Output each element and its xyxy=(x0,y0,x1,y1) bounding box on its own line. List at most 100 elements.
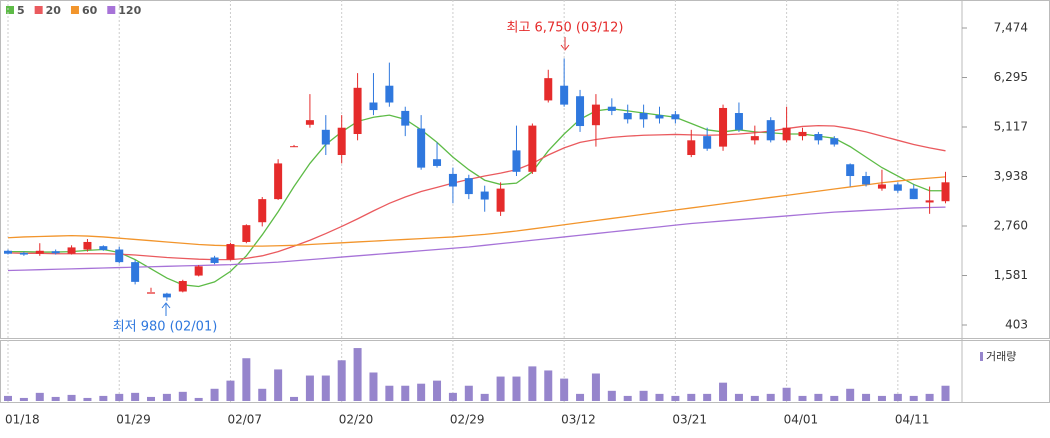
volume-bar xyxy=(925,393,934,401)
y-tick-label: 7,474 xyxy=(994,21,1028,35)
volume-bar xyxy=(321,375,330,401)
volume-bar xyxy=(35,392,44,401)
legend-swatch xyxy=(6,6,14,14)
x-tick-label: 01/29 xyxy=(116,413,151,427)
volume-bar xyxy=(448,392,457,401)
y-tick-label: 1,581 xyxy=(994,268,1028,282)
legend-label: 20 xyxy=(46,4,62,17)
volume-bar xyxy=(782,387,791,401)
candle-body xyxy=(417,128,426,168)
volume-bar xyxy=(941,385,950,401)
candle-body xyxy=(576,96,585,127)
volume-bar xyxy=(862,393,871,401)
candle-body xyxy=(830,138,839,145)
candle-body xyxy=(67,247,76,254)
volume-bar xyxy=(19,397,28,401)
candle-body xyxy=(83,241,92,250)
legend-swatch xyxy=(107,6,116,14)
volume-bar xyxy=(258,388,267,401)
y-tick-label: 5,117 xyxy=(994,120,1028,134)
candle-body xyxy=(258,199,267,223)
volume-bar xyxy=(480,393,489,401)
candle-body xyxy=(798,131,807,137)
legend-swatch xyxy=(70,6,79,14)
volume-bar xyxy=(242,358,251,401)
candle-body xyxy=(290,146,299,148)
candle-body xyxy=(385,85,394,103)
volume-bar xyxy=(401,385,410,401)
candle-body xyxy=(162,293,171,298)
candle-body xyxy=(194,266,203,276)
candle-body xyxy=(528,125,537,172)
volume-bar xyxy=(147,396,156,401)
legend-label: 60 xyxy=(82,4,98,17)
volume-bar xyxy=(353,348,362,401)
candle-body xyxy=(893,184,902,191)
volume-bar xyxy=(766,393,775,401)
volume-bar xyxy=(67,394,76,401)
volume-bar xyxy=(560,378,569,401)
candle-body xyxy=(433,159,442,166)
candle-body xyxy=(639,113,648,120)
volume-bar xyxy=(893,393,902,401)
volume-bar xyxy=(131,392,140,401)
candle-body xyxy=(846,164,855,177)
volume-bar xyxy=(544,370,553,401)
volume-bar xyxy=(99,395,108,401)
candle-body xyxy=(131,262,140,282)
candle-body xyxy=(496,188,505,212)
candle-body xyxy=(623,113,632,120)
volume-bar xyxy=(417,383,426,401)
candle-body xyxy=(560,85,569,105)
candle-body xyxy=(703,136,712,149)
volume-bar xyxy=(337,360,346,401)
volume-bar xyxy=(162,393,171,401)
volume-bar xyxy=(194,397,203,401)
candle-body xyxy=(480,191,489,200)
candle-body xyxy=(687,140,696,156)
legend-label: 거래량 xyxy=(986,350,1016,363)
volume-bar xyxy=(703,393,712,401)
volume-bar xyxy=(877,395,886,401)
volume-bar xyxy=(115,393,124,401)
candle-body xyxy=(274,163,283,200)
volume-bar xyxy=(226,380,235,401)
y-tick-label: 403 xyxy=(1005,318,1028,332)
candle-body xyxy=(210,257,219,263)
min-arrow xyxy=(161,302,171,316)
legend-swatch xyxy=(34,6,43,14)
volume-bar xyxy=(274,369,283,401)
volume-bar xyxy=(750,395,759,401)
candle-body xyxy=(369,102,378,111)
volume-bar xyxy=(687,393,696,401)
x-tick-label: 03/12 xyxy=(561,413,596,427)
legend-label: 5 xyxy=(17,4,25,17)
volume-bar xyxy=(83,397,92,401)
candle-body xyxy=(877,184,886,189)
volume-bar xyxy=(290,396,299,401)
candle-body xyxy=(464,178,473,195)
volume-bar xyxy=(512,376,521,401)
candle-body xyxy=(226,244,235,260)
volume-bar xyxy=(4,395,12,401)
candle-body xyxy=(337,127,346,156)
candle-body xyxy=(607,106,616,111)
volume-bar xyxy=(655,393,664,401)
volume-bar xyxy=(496,376,505,401)
candle-body xyxy=(4,250,12,254)
candle-body xyxy=(305,120,314,125)
candle-body xyxy=(591,104,600,126)
volume-bar xyxy=(639,390,648,401)
candle-body xyxy=(35,250,44,254)
volume-bar xyxy=(607,390,616,401)
candle-body xyxy=(512,150,521,172)
volume-bar xyxy=(719,382,728,401)
volume-bar xyxy=(210,388,219,401)
volume-bar xyxy=(734,393,743,401)
max-arrow xyxy=(560,37,570,51)
max-annotation: 최고 6,750 (03/12) xyxy=(506,21,623,36)
legend: 5 20 60 120 xyxy=(6,4,142,17)
volume-bar xyxy=(178,391,187,401)
candle-body xyxy=(321,129,330,145)
candle-body xyxy=(448,173,457,187)
